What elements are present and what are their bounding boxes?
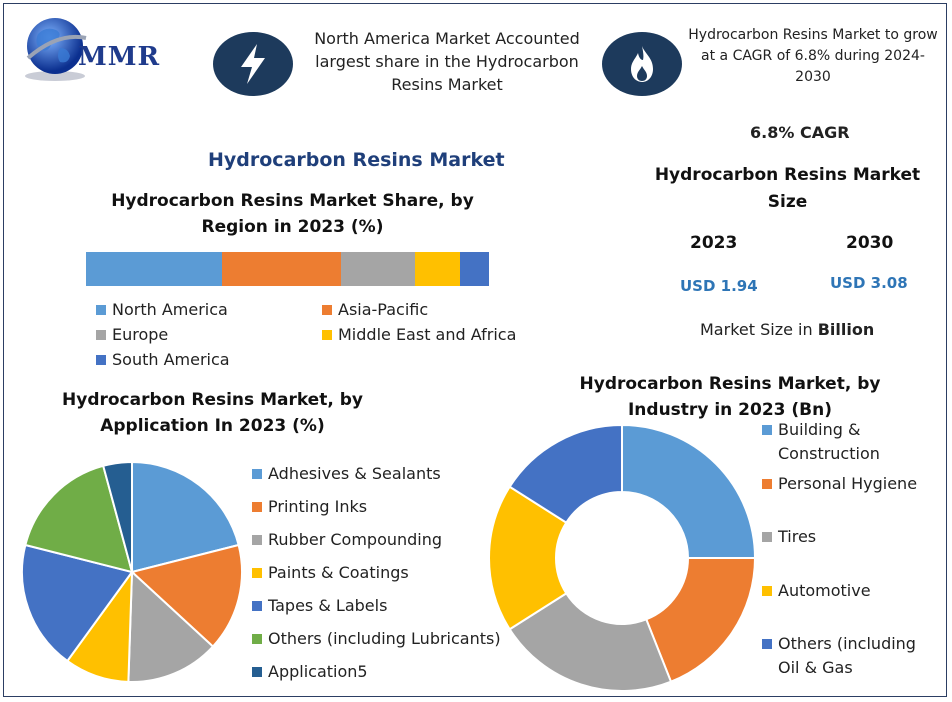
- legend-label: Application5: [268, 662, 368, 681]
- region-stacked-bar: [86, 252, 489, 286]
- year-2023-label: 2023: [690, 233, 738, 253]
- info-right-badge: [602, 32, 682, 96]
- unit-note-prefix: Market Size in: [700, 320, 818, 339]
- unit-note-unit: Billion: [817, 320, 875, 339]
- legend-swatch: [322, 329, 332, 340]
- legend-swatch: [252, 666, 262, 677]
- slice-tapes-labels: [21, 543, 134, 663]
- unit-note: Market Size in Billion: [700, 320, 874, 339]
- logo: MMR: [14, 14, 194, 86]
- legend-item-tires: Tires: [762, 525, 816, 549]
- region-chart-title: Hydrocarbon Resins Market Share, by Regi…: [111, 191, 474, 237]
- value-2030: USD 3.08: [830, 274, 908, 292]
- application-legend: Adhesives & Sealants Printing Inks Rubber …: [252, 464, 522, 689]
- info-right-text: Hydrocarbon Resins Market to grow at a C…: [688, 27, 938, 85]
- legend-item-europe: Europe: [96, 325, 168, 344]
- legend-item-others-including-lubricants: Others (including Lubricants): [252, 629, 501, 648]
- year-2030-label: 2030: [846, 233, 894, 253]
- infographic-frame: [3, 3, 947, 697]
- lightning-icon: [241, 44, 265, 84]
- legend-label: Tires: [778, 527, 817, 546]
- flame-icon: [631, 46, 653, 82]
- legend-item-application5: Application5: [252, 662, 368, 681]
- slice-printing-inks: [129, 543, 243, 648]
- legend-item-others-including-oil-gas: Others (including Oil & Gas: [762, 632, 916, 680]
- slice-adhesives-sealants: [131, 460, 240, 574]
- legend-swatch: [252, 534, 262, 545]
- legend-label: Building &: [778, 420, 861, 439]
- legend-label: Automotive: [778, 581, 871, 600]
- cagr-label: 6.8% CAGR: [750, 123, 850, 142]
- legend-item-north-america: North America: [96, 300, 228, 319]
- legend-swatch: [96, 354, 106, 365]
- legend-item-printing-inks: Printing Inks: [252, 497, 367, 516]
- legend-swatch: [762, 424, 772, 435]
- value-2023: USD 1.94: [680, 277, 758, 295]
- slice-application5: [102, 460, 133, 573]
- legend-item-building-construction: Building & Construction: [762, 418, 880, 466]
- legend-label: Printing Inks: [268, 497, 368, 516]
- legend-swatch: [762, 531, 772, 542]
- application-chart-title: Hydrocarbon Resins Market, by Applicatio…: [62, 390, 363, 436]
- legend-label: Paints & Coatings: [268, 563, 409, 582]
- legend-swatch: [762, 585, 772, 596]
- legend-swatch: [322, 304, 332, 315]
- legend-label: Others (including: [778, 634, 916, 653]
- legend-swatch: [252, 633, 262, 644]
- bar-segment-middle-east-and-africa: [414, 252, 461, 286]
- legend-label: Construction: [778, 444, 880, 463]
- legend-label: Adhesives & Sealants: [268, 464, 441, 483]
- info-left-text: North America Market Accounted largest s…: [314, 29, 580, 94]
- legend-item-middle-east-and-africa: Middle East and Africa: [322, 325, 516, 344]
- industry-chart-title: Hydrocarbon Resins Market, by Industry i…: [579, 374, 881, 420]
- legend-swatch: [762, 478, 772, 489]
- slice-rubber-compounding: [127, 569, 215, 683]
- main-title: Hydrocarbon Resins Market: [208, 149, 505, 171]
- region-legend: North America Asia-Pacific Europe Middle Ea…: [96, 300, 536, 375]
- bar-segment-europe: [340, 252, 415, 286]
- bar-segment-south-america: [460, 252, 489, 286]
- legend-item-rubber-compounding: Rubber Compounding: [252, 530, 442, 549]
- legend-swatch: [252, 600, 262, 611]
- slice-personal-hygiene: [644, 557, 757, 683]
- globe-icon: [25, 18, 87, 81]
- legend-label: Middle East and Africa: [338, 325, 517, 344]
- slice-tires: [508, 591, 673, 692]
- legend-label: Europe: [112, 325, 169, 344]
- market-size-title: Hydrocarbon Resins Market Size: [654, 165, 921, 212]
- legend-label: Personal Hygiene: [778, 474, 918, 493]
- slice-others-including-lubricants: [24, 464, 134, 574]
- info-left-badge: [213, 32, 293, 96]
- legend-swatch: [252, 468, 262, 479]
- legend-item-adhesives-sealants: Adhesives & Sealants: [252, 464, 441, 483]
- legend-item-south-america: South America: [96, 350, 230, 369]
- legend-item-tapes-labels: Tapes & Labels: [252, 596, 387, 615]
- legend-swatch: [96, 304, 106, 315]
- legend-item-asia-pacific: Asia-Pacific: [322, 300, 428, 319]
- legend-label: Rubber Compounding: [268, 530, 443, 549]
- legend-label: Oil & Gas: [778, 658, 853, 677]
- legend-swatch: [252, 567, 262, 578]
- bar-segment-north-america: [86, 252, 222, 286]
- legend-item-paints-coatings: Paints & Coatings: [252, 563, 409, 582]
- legend-label: Others (including Lubricants): [268, 629, 501, 648]
- slice-others-including-oil-gas: [508, 423, 623, 525]
- logo-text: MMR: [78, 42, 161, 72]
- legend-swatch: [96, 329, 106, 340]
- legend-label: South America: [112, 350, 230, 369]
- bar-segment-asia-pacific: [221, 252, 341, 286]
- legend-item-automotive: Automotive: [762, 579, 871, 603]
- slice-building-construction: [621, 423, 757, 559]
- legend-item-personal-hygiene: Personal Hygiene: [762, 472, 917, 496]
- legend-label: Asia-Pacific: [338, 300, 429, 319]
- application-pie-chart: [21, 460, 243, 683]
- industry-doughnut-chart: [488, 423, 757, 692]
- industry-legend: Building & Construction Personal Hygiene Ti…: [762, 418, 947, 688]
- legend-swatch: [252, 501, 262, 512]
- legend-label: Tapes & Labels: [268, 596, 388, 615]
- legend-swatch: [762, 638, 772, 649]
- legend-label: North America: [112, 300, 228, 319]
